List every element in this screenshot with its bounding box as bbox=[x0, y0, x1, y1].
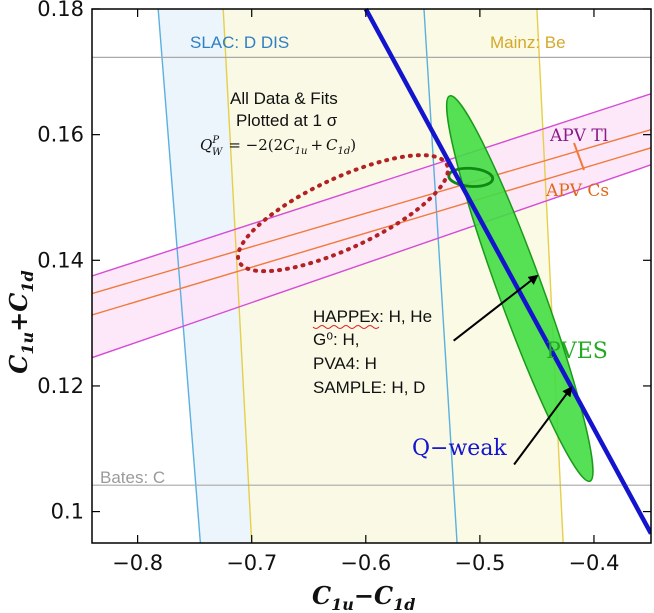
qweak-sm-line bbox=[363, 7, 651, 535]
apv-cs-label: APV Cs bbox=[545, 181, 609, 201]
y-tick-label: 0.12 bbox=[37, 374, 84, 398]
y-tick-label: 0.16 bbox=[37, 123, 84, 147]
note-line-1: All Data & Fits bbox=[230, 89, 338, 108]
data-list-item-4: SAMPLE: H, D bbox=[313, 378, 425, 397]
pointer-arrow-1 bbox=[453, 274, 539, 342]
x-tick-label: −0.8 bbox=[112, 551, 163, 575]
y-tick-label: 0.18 bbox=[37, 0, 84, 21]
band-edge-slac-d-dis-1 bbox=[157, 8, 202, 543]
x-tick-label: −0.4 bbox=[568, 551, 619, 575]
band-edge-slac-d-dis-2 bbox=[423, 8, 458, 543]
bates-label: Bates: C bbox=[100, 468, 165, 487]
apv-tl-label: APV Tl bbox=[549, 126, 608, 146]
fit-ellipse-apv-pves-dotted bbox=[236, 153, 450, 274]
note-line-2: Plotted at 1 σ bbox=[236, 111, 338, 130]
x-axis-title: C1u−C1d bbox=[312, 581, 415, 613]
data-list-item-3: PVA4: H bbox=[313, 354, 377, 373]
band-edge-mainz-be-1 bbox=[222, 8, 253, 543]
y-tick-label: 0.14 bbox=[37, 248, 84, 272]
plot-area bbox=[92, 7, 651, 543]
band-edge-apv-cs-1 bbox=[92, 128, 651, 295]
plot-frame bbox=[91, 8, 652, 544]
x-tick-label: −0.5 bbox=[454, 551, 505, 575]
happex-underline bbox=[312, 325, 380, 329]
data-list-item-2: G⁰: H, bbox=[313, 330, 359, 349]
slac-label: SLAC: D DIS bbox=[190, 33, 289, 52]
band-edge-apv-tl-2 bbox=[92, 164, 651, 359]
band-edge-mainz-be-2 bbox=[536, 8, 564, 543]
band-fill-apv-tl bbox=[92, 93, 651, 358]
pointer-arrow-2 bbox=[513, 386, 573, 466]
x-tick-label: −0.6 bbox=[340, 551, 391, 575]
band-edge-apv-tl-1 bbox=[92, 93, 651, 277]
formula: QP W = −2(2C1u + C1d) bbox=[200, 135, 356, 158]
x-tick-label: −0.7 bbox=[226, 551, 277, 575]
qweak-label: Q−weak bbox=[412, 436, 507, 461]
mainz-label: Mainz: Be bbox=[490, 33, 566, 52]
data-list-item-1: HAPPEx: H, He bbox=[313, 307, 432, 326]
pves-label: PVES bbox=[546, 339, 608, 364]
fit-ellipse-all-data-fit-small bbox=[447, 166, 495, 188]
apv-cs-pointer bbox=[573, 142, 585, 171]
band-edge-apv-cs-2 bbox=[92, 147, 651, 316]
y-axis-title: C1u+C1d bbox=[4, 270, 37, 373]
y-tick-label: 0.1 bbox=[51, 500, 84, 524]
